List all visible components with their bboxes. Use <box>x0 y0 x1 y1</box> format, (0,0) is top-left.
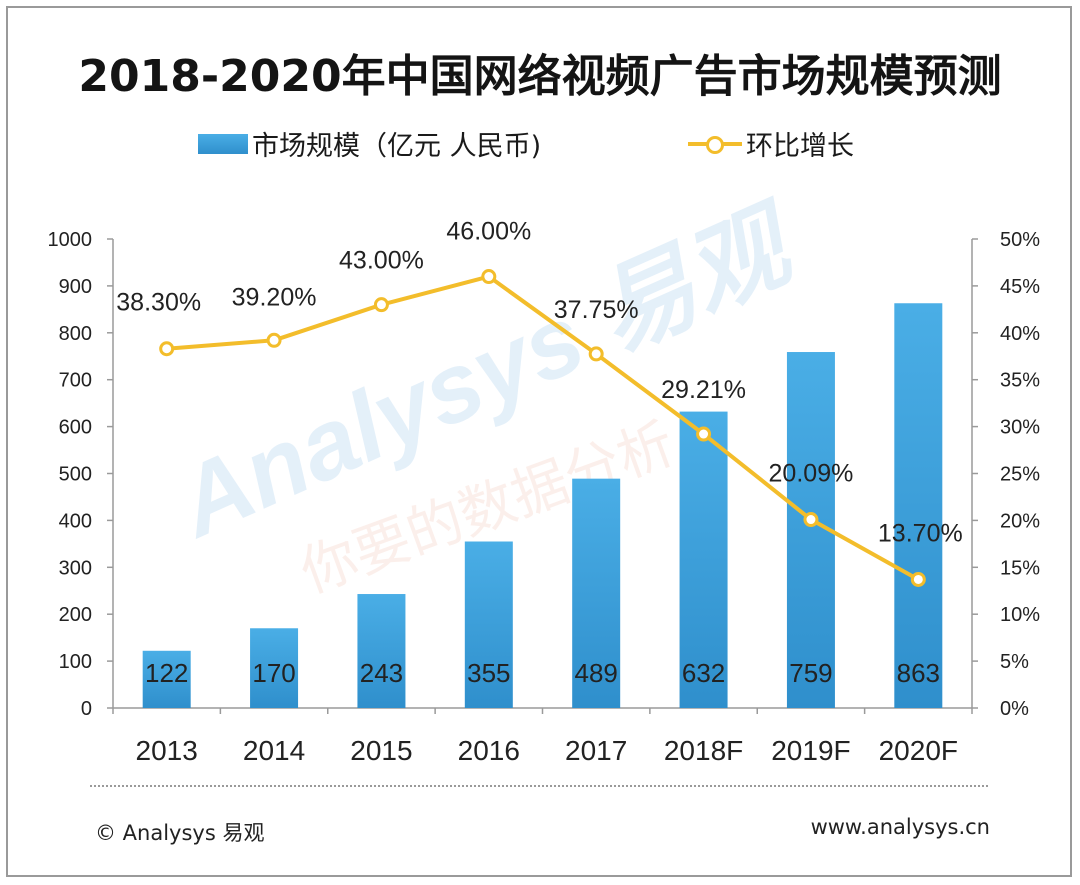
footer-divider <box>90 785 988 787</box>
legend-line-label: 环比增长 <box>746 131 854 162</box>
left-tick-label: 0 <box>81 698 92 720</box>
x-tick-label: 2013 <box>136 735 198 766</box>
x-tick-label: 2018F <box>664 735 743 766</box>
bar <box>357 594 406 708</box>
growth-line <box>159 269 926 587</box>
growth-value-label: 39.20% <box>232 283 317 311</box>
left-tick-label: 500 <box>59 464 92 486</box>
bar <box>679 411 728 708</box>
bar-value-label: 863 <box>897 658 940 688</box>
growth-value-label: 43.00% <box>339 247 424 275</box>
x-tick-label: 2020F <box>879 735 958 766</box>
legend-bar-label: 市场规模（亿元 人民币) <box>252 131 542 162</box>
left-tick-label: 200 <box>59 604 92 626</box>
growth-point <box>266 332 282 348</box>
growth-labels: 38.30% 39.20% 43.00% 46.00% 37.75% 29.21% 20.0… <box>116 218 962 548</box>
growth-point <box>588 346 604 362</box>
growth-value-label: 29.21% <box>661 376 746 404</box>
bar <box>894 303 943 708</box>
bar-value-label: 355 <box>467 658 510 688</box>
footer-copyright: © Analysys 易观 <box>95 821 265 845</box>
bar-value-label: 759 <box>789 658 832 688</box>
legend-item-growth: 环比增长 <box>688 124 854 163</box>
x-tick-label: 2015 <box>350 735 412 766</box>
right-tick-label: 40% <box>1000 323 1040 345</box>
right-tick-label: 10% <box>1000 604 1040 626</box>
growth-value-label: 13.70% <box>878 519 963 547</box>
right-tick-label: 45% <box>1000 276 1040 298</box>
left-tick-label: 600 <box>59 417 92 439</box>
right-tick-label: 20% <box>1000 510 1040 532</box>
growth-value-label: 37.75% <box>554 296 639 324</box>
left-tick-label: 400 <box>59 510 92 532</box>
growth-value-label: 38.30% <box>116 289 201 317</box>
right-tick-label: 30% <box>1000 417 1040 439</box>
growth-value-label: 20.09% <box>769 460 854 488</box>
bars <box>142 303 943 708</box>
x-tick-label: 2016 <box>458 735 520 766</box>
right-tick-label: 25% <box>1000 464 1040 486</box>
bar-value-label: 122 <box>145 658 188 688</box>
bar-value-label: 243 <box>360 658 403 688</box>
growth-point <box>481 269 497 285</box>
x-tick-label: 2014 <box>243 735 305 766</box>
right-tick-label: 0% <box>1000 698 1029 720</box>
right-tick-label: 5% <box>1000 651 1029 673</box>
bar-value-label: 170 <box>252 658 295 688</box>
growth-point <box>910 571 926 587</box>
left-tick-label: 700 <box>59 370 92 392</box>
x-tick-label: 2019F <box>771 735 850 766</box>
right-tick-label: 35% <box>1000 370 1040 392</box>
left-tick-label: 100 <box>59 651 92 673</box>
growth-point <box>159 341 175 357</box>
growth-point <box>373 297 389 313</box>
footer-url: www.analysys.cn <box>810 815 990 839</box>
left-tick-label: 800 <box>59 323 92 345</box>
x-axis-labels: 2013 2014 2015 2016 2017 2018F 2019F 2020F <box>136 735 958 766</box>
legend-line-swatch <box>688 134 742 154</box>
left-tick-label: 900 <box>59 276 92 298</box>
growth-point <box>696 426 712 442</box>
legend-item-market-size: 市场规模（亿元 人民币) <box>198 124 541 163</box>
x-tick-label: 2017 <box>565 735 627 766</box>
legend-bar-swatch <box>198 133 248 154</box>
bar <box>464 541 513 708</box>
left-tick-label: 300 <box>59 557 92 579</box>
growth-value-label: 46.00% <box>446 218 531 246</box>
legend: 市场规模（亿元 人民币) 环比增长 <box>0 124 1080 164</box>
bar-value-label: 632 <box>682 658 725 688</box>
bar <box>142 650 191 708</box>
bar <box>572 478 621 708</box>
bar <box>250 628 299 708</box>
growth-polyline <box>166 274 920 582</box>
right-tick-label: 15% <box>1000 557 1040 579</box>
left-tick-label: 1000 <box>48 229 93 251</box>
bar-value-label: 489 <box>574 658 617 688</box>
right-tick-label: 50% <box>1000 229 1040 251</box>
growth-point <box>803 512 819 528</box>
axes: 0 100 200 300 400 500 600 700 800 900 1000 0% 5% 10% 1… <box>48 229 1041 720</box>
bar-labels: 122 170 243 355 489 632 759 863 <box>145 658 940 688</box>
chart-title: 2018-2020年中国网络视频广告市场规模预测 <box>78 51 1002 102</box>
